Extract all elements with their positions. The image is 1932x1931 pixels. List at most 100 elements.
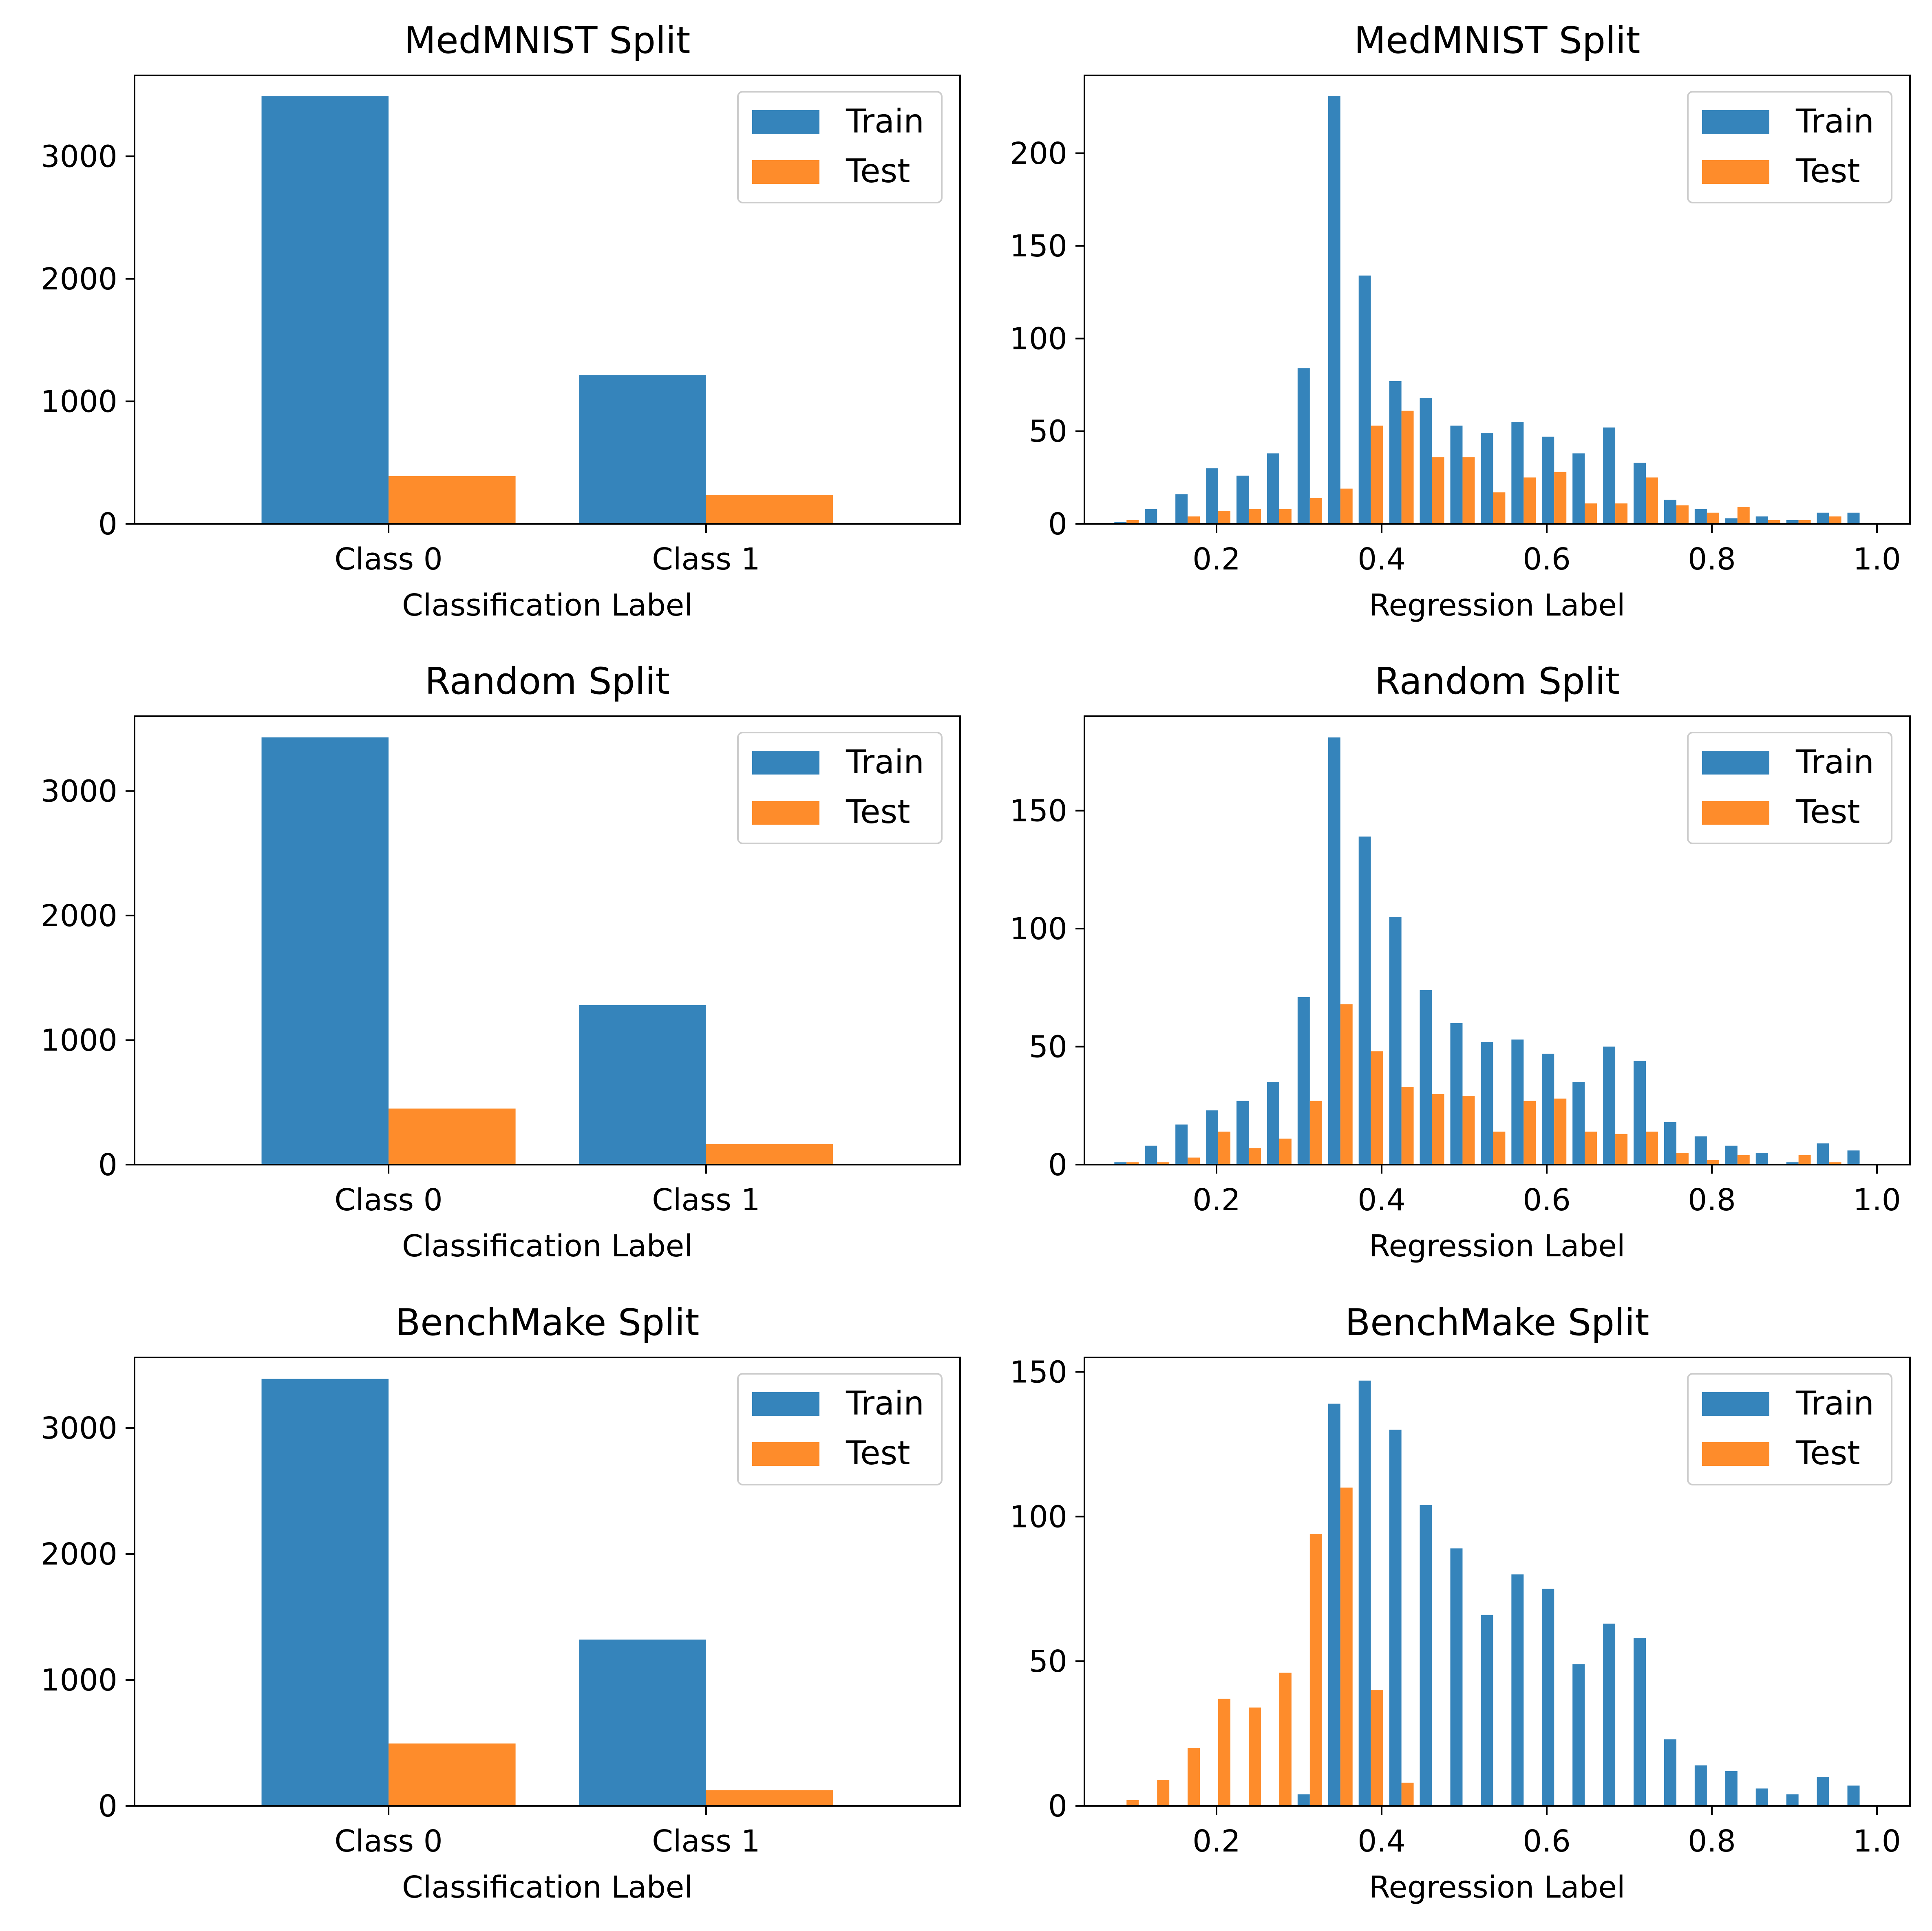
test-bar	[1493, 492, 1506, 524]
test-bar	[1279, 509, 1292, 524]
subplot-6: BenchMake Split 0.2 0.4 0.6 0.8 1.0 0 50 100 150 R…	[1010, 1301, 1911, 1905]
legend-train-label: Train	[846, 743, 924, 781]
y-tick-label: 2000	[41, 898, 117, 934]
y-tick-label: 0	[98, 1148, 117, 1183]
x-tick-label: 0.2	[1192, 1183, 1241, 1218]
legend: Train Test	[737, 91, 943, 203]
y-tick-label: 0	[98, 507, 117, 542]
train-bar	[1175, 1124, 1188, 1165]
x-tick-label: 0.8	[1688, 542, 1736, 577]
legend-train-swatch	[1702, 751, 1769, 775]
test-bar	[1798, 520, 1811, 524]
subplot-1: MedMNIST Split Class 0 Class 1 0 1000 2000 300…	[41, 19, 961, 623]
x-axis-label: Classification Label	[402, 1229, 693, 1264]
test-bar	[1646, 1131, 1658, 1165]
legend-train-swatch	[1702, 1392, 1769, 1416]
test-bar	[389, 1108, 516, 1165]
legend: Train Test	[1687, 91, 1892, 203]
train-bar	[1634, 463, 1646, 524]
train-bar	[1236, 1101, 1249, 1165]
test-bar	[1676, 505, 1689, 524]
test-bar	[1157, 1780, 1170, 1806]
test-bar	[1524, 1101, 1536, 1165]
test-bar	[1157, 1162, 1170, 1165]
legend-test-label: Test	[1795, 152, 1860, 190]
train-bar	[261, 737, 389, 1165]
test-bar	[1432, 1094, 1444, 1165]
test-bar	[1371, 1051, 1383, 1165]
train-bar	[1328, 1404, 1340, 1806]
axes-frame	[1084, 75, 1911, 525]
train-bar	[1175, 494, 1188, 524]
train-bar	[1389, 381, 1402, 524]
test-bar	[1737, 507, 1750, 524]
train-bar	[1481, 1042, 1493, 1165]
x-axis-label: Classification Label	[402, 1870, 693, 1905]
train-bar	[1817, 1143, 1829, 1165]
test-bar	[1615, 1134, 1628, 1165]
train-bar	[1572, 1664, 1585, 1806]
train-bar	[1786, 1794, 1799, 1806]
test-bar	[1309, 1101, 1322, 1165]
x-axis-label: Regression Label	[1369, 1870, 1625, 1905]
test-bar	[1554, 472, 1567, 524]
x-tick-label: 0.2	[1192, 542, 1241, 577]
test-bar	[1462, 1096, 1475, 1165]
y-tick-label: 1000	[41, 1663, 117, 1698]
train-bar	[1664, 1739, 1676, 1806]
train-bar	[1664, 1122, 1676, 1165]
test-bar	[1218, 1699, 1231, 1806]
train-bar	[579, 1640, 706, 1806]
train-bar	[1297, 368, 1310, 524]
x-tick-label: 1.0	[1853, 542, 1901, 577]
train-bar	[1358, 275, 1371, 524]
legend-train-label: Train	[846, 1384, 924, 1422]
test-bar	[1401, 1086, 1414, 1165]
y-tick-label: 3000	[41, 774, 117, 809]
train-bar	[1817, 1777, 1829, 1806]
train-bar	[1634, 1638, 1646, 1806]
train-bar	[1847, 1785, 1860, 1806]
y-tick-label: 50	[1029, 1030, 1067, 1065]
test-bar	[1248, 509, 1261, 524]
test-bar	[1371, 1690, 1383, 1806]
train-bar	[1114, 1162, 1127, 1165]
test-bar	[1218, 1131, 1231, 1165]
axes-frame	[134, 715, 961, 1165]
x-tick-label: 0.4	[1358, 1824, 1406, 1859]
x-tick-label: 1.0	[1853, 1183, 1901, 1218]
train-bar	[1206, 468, 1219, 524]
train-bar	[1236, 475, 1249, 524]
train-bar	[1603, 427, 1616, 524]
legend-train-label: Train	[1795, 1384, 1874, 1422]
legend-test-label: Test	[846, 793, 910, 831]
y-tick-label: 100	[1010, 911, 1067, 947]
train-bar	[1114, 522, 1127, 524]
test-bar	[1279, 1673, 1292, 1806]
train-bar	[1145, 509, 1157, 524]
train-bar	[1511, 422, 1524, 524]
test-bar	[1126, 1800, 1139, 1806]
train-bar	[261, 96, 389, 524]
test-bar	[1279, 1139, 1292, 1165]
train-bar	[1481, 1615, 1493, 1806]
subplot-title: Random Split	[1375, 660, 1620, 703]
y-tick-label: 3000	[41, 1411, 117, 1446]
train-bar	[1542, 437, 1554, 524]
legend-test-swatch	[1702, 1442, 1769, 1466]
legend-test-swatch	[1702, 160, 1769, 184]
test-bar	[1188, 1748, 1200, 1806]
x-tick-label: Class 1	[652, 542, 760, 577]
y-tick-label: 0	[1048, 507, 1067, 542]
train-bar	[1542, 1589, 1554, 1806]
train-bar	[579, 1005, 706, 1165]
legend-train-swatch	[752, 110, 819, 134]
subplot-title: BenchMake Split	[395, 1301, 700, 1344]
train-bar	[1786, 520, 1799, 524]
y-tick-label: 50	[1029, 1644, 1067, 1679]
x-axis-label: Classification Label	[402, 588, 693, 623]
train-bar	[1847, 512, 1860, 524]
train-bar	[1420, 1505, 1432, 1806]
train-bar	[1511, 1574, 1524, 1806]
test-bar	[1340, 1004, 1353, 1165]
